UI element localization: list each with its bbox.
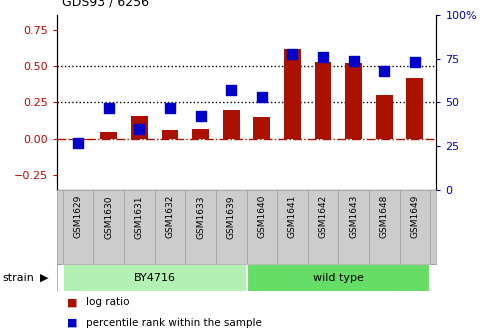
Text: wild type: wild type bbox=[313, 273, 364, 283]
Point bbox=[350, 58, 357, 63]
Text: log ratio: log ratio bbox=[86, 297, 130, 307]
Point bbox=[258, 94, 266, 100]
Text: ■: ■ bbox=[67, 318, 77, 328]
Text: strain: strain bbox=[2, 273, 35, 283]
Text: GSM1629: GSM1629 bbox=[73, 195, 83, 238]
Point bbox=[227, 88, 235, 93]
Point bbox=[319, 54, 327, 60]
Text: GSM1631: GSM1631 bbox=[135, 195, 144, 239]
Text: percentile rank within the sample: percentile rank within the sample bbox=[86, 318, 262, 328]
Bar bbox=[253, 117, 270, 139]
Bar bbox=[162, 130, 178, 139]
Point bbox=[411, 59, 419, 65]
Text: GDS93 / 6256: GDS93 / 6256 bbox=[62, 0, 148, 8]
Bar bbox=[284, 49, 301, 139]
Bar bbox=[406, 78, 423, 139]
Text: GSM1632: GSM1632 bbox=[166, 195, 175, 238]
Point bbox=[380, 68, 388, 74]
Bar bbox=[315, 62, 331, 139]
Text: GSM1640: GSM1640 bbox=[257, 195, 266, 238]
Point bbox=[105, 105, 113, 111]
Bar bbox=[246, 264, 430, 292]
Bar bbox=[223, 110, 240, 139]
Text: ■: ■ bbox=[67, 297, 77, 307]
Text: GSM1633: GSM1633 bbox=[196, 195, 205, 239]
Point bbox=[136, 126, 143, 131]
Bar bbox=[131, 116, 148, 139]
Text: ▶: ▶ bbox=[40, 273, 49, 283]
Text: GSM1642: GSM1642 bbox=[318, 195, 327, 238]
Point bbox=[166, 105, 174, 111]
Bar bbox=[345, 63, 362, 139]
Text: BY4716: BY4716 bbox=[134, 273, 176, 283]
Bar bbox=[63, 264, 246, 292]
Text: GSM1641: GSM1641 bbox=[288, 195, 297, 238]
Text: GSM1639: GSM1639 bbox=[227, 195, 236, 239]
Bar bbox=[70, 139, 87, 140]
Text: GSM1643: GSM1643 bbox=[349, 195, 358, 238]
Point bbox=[288, 51, 296, 56]
Bar bbox=[100, 132, 117, 139]
Text: GSM1630: GSM1630 bbox=[104, 195, 113, 239]
Point bbox=[197, 114, 205, 119]
Text: GSM1649: GSM1649 bbox=[410, 195, 420, 238]
Bar bbox=[192, 129, 209, 139]
Text: GSM1648: GSM1648 bbox=[380, 195, 389, 238]
Point bbox=[74, 140, 82, 145]
Bar bbox=[376, 95, 393, 139]
